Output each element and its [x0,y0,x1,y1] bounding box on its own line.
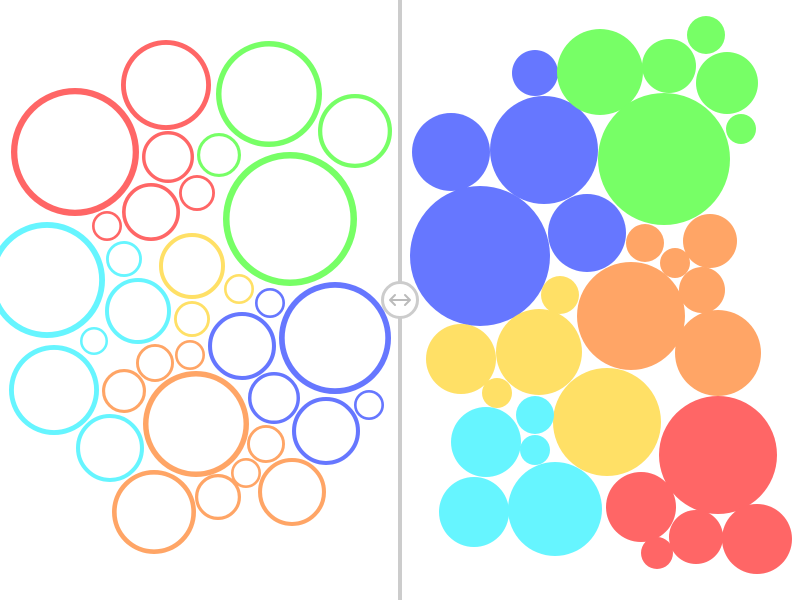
outlined-circle-green [320,96,390,166]
outlined-circle-blue [282,285,388,391]
outlined-circle-red [14,91,136,213]
outlined-circle-orange [260,460,324,524]
filled-circle-cyan [451,407,521,477]
outlined-circle-blue [256,289,283,316]
outlined-circle-yellow [175,302,208,335]
comparison-slider-handle[interactable] [381,281,419,319]
filled-circle-green [687,16,725,54]
filled-circle-blue [512,50,558,96]
filled-circle-red [641,537,673,569]
outlined-circle-orange [104,371,145,412]
left-right-arrow-icon [388,293,412,307]
outlined-circle-cyan [11,347,96,432]
filled-circle-orange [660,248,690,278]
filled-circle-red [722,504,792,574]
filled-circle-orange [679,267,725,313]
outlined-circle-yellow [161,235,223,297]
outlined-circle-cyan [81,328,106,353]
outlined-circle-green [226,155,353,282]
outlined-circle-blue [250,374,299,423]
filled-circle-green [557,29,643,115]
filled-circle-green [598,93,730,225]
filled-circle-cyan [516,396,554,434]
outlined-circle-yellow [225,275,252,302]
filled-circle-cyan [508,462,602,556]
filled-circle-blue [412,113,490,191]
filled-circle-red [669,510,723,564]
filled-circle-cyan [439,477,509,547]
outlined-circle-orange [197,476,240,519]
filled-circle-yellow [541,276,579,314]
outlined-circle-red [180,176,213,209]
outlined-circle-blue [210,314,274,378]
filled-circle-green [696,52,758,114]
outlined-circle-red [123,42,208,127]
outlined-circle-orange [176,341,203,368]
outlined-circle-orange [114,472,193,551]
filled-circle-red [606,472,676,542]
outlined-circle-cyan [0,225,102,335]
filled-circle-orange [675,310,761,396]
outlined-circle-cyan [78,416,142,480]
outlined-circle-orange [248,426,283,461]
filled-circle-orange [577,262,685,370]
outlined-circle-orange [146,374,247,475]
outlined-circle-orange [232,459,259,486]
outlined-circles-panel [0,42,390,551]
filled-circle-yellow [496,309,582,395]
outlined-circle-red [144,133,193,182]
outlined-circle-cyan [107,242,140,275]
filled-circle-green [726,114,756,144]
outlined-circle-green [219,44,320,145]
outlined-circle-blue [294,399,358,463]
outlined-circle-red [124,185,178,239]
filled-circle-orange [626,224,664,262]
filled-circle-cyan [520,435,550,465]
filled-circle-yellow [553,368,661,476]
filled-circle-blue [548,194,626,272]
filled-circle-orange [683,214,737,268]
outlined-circle-green [199,135,240,176]
outlined-circle-red [93,212,120,239]
outlined-circle-orange [137,345,172,380]
filled-circle-blue [410,186,550,326]
filled-circle-blue [490,96,598,204]
filled-circle-yellow [482,378,512,408]
outlined-circle-blue [355,391,382,418]
filled-circle-red [659,396,777,514]
filled-circles-panel [410,16,792,574]
outlined-circle-cyan [107,280,169,342]
filled-circle-green [642,39,696,93]
